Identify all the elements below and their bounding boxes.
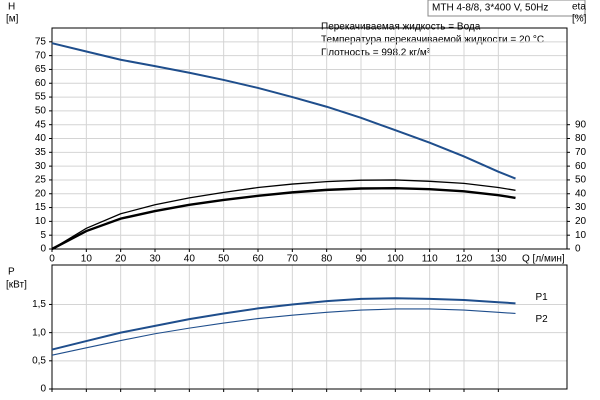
y2-tick-label: 40 — [575, 188, 587, 199]
y-axis-label: [кВт] — [6, 280, 27, 291]
y2-tick-label: 20 — [575, 216, 587, 227]
y-tick-label: 60 — [35, 78, 47, 89]
y-tick-label: 15 — [35, 202, 47, 213]
y-tick-label: 0,5 — [32, 355, 46, 366]
annotation: Перекачиваемая жидкость = Вода — [321, 22, 481, 33]
y-tick-label: 25 — [35, 175, 47, 186]
curve — [51, 187, 516, 251]
y-tick-label: 45 — [35, 119, 47, 130]
y2-tick-label: 70 — [575, 147, 587, 158]
y-tick-label: 0 — [40, 244, 46, 255]
y-tick-label: 35 — [35, 147, 47, 158]
x-tick-label: 40 — [184, 254, 196, 265]
curve — [51, 308, 516, 356]
x-axis-label: Q [л/мин] — [522, 254, 565, 265]
x-tick-label: 10 — [81, 254, 93, 265]
chart-title: MTH 4-8/8, 3*400 V, 50Hz — [432, 3, 548, 14]
curve — [51, 179, 516, 250]
series-label: P2 — [536, 314, 549, 325]
y-tick-label: 50 — [35, 106, 47, 117]
y2-tick-label: 90 — [575, 119, 587, 130]
x-tick-label: 60 — [252, 254, 264, 265]
y-tick-label: 0 — [40, 384, 46, 395]
y-tick-label: 1,5 — [32, 299, 46, 310]
title-box — [427, 0, 586, 17]
y-tick-label: 70 — [35, 50, 47, 61]
y2-tick-label: 80 — [575, 133, 587, 144]
y-tick-label: 10 — [35, 216, 47, 227]
y2-tick-label: 10 — [575, 230, 587, 241]
y2-tick-label: 60 — [575, 161, 587, 172]
annotation: Температура перекачиваемой жидкости = 20… — [321, 35, 544, 46]
y-tick-label: 55 — [35, 92, 47, 103]
annotation: Плотность = 998.2 кг/м³ — [321, 48, 431, 59]
x-tick-label: 120 — [456, 254, 473, 265]
y2-tick-label: 0 — [575, 244, 581, 255]
x-tick-label: 70 — [287, 254, 299, 265]
y2-tick-label: 50 — [575, 175, 587, 186]
curve — [51, 42, 516, 180]
x-tick-label: 50 — [218, 254, 230, 265]
x-tick-label: 100 — [387, 254, 404, 265]
y-axis-label: H — [8, 2, 15, 13]
plot-frame — [51, 27, 568, 250]
x-tick-label: 30 — [149, 254, 161, 265]
x-tick-label: 90 — [355, 254, 367, 265]
y-axis-label: P — [8, 267, 15, 278]
y-tick-label: 75 — [35, 36, 47, 47]
y2-axis-label: [%] — [572, 14, 587, 25]
x-tick-label: 110 — [422, 254, 438, 265]
y-axis-label: [м] — [6, 14, 19, 25]
y2-tick-label: 30 — [575, 202, 587, 213]
y-tick-label: 1,0 — [32, 327, 46, 338]
x-tick-label: 0 — [49, 254, 55, 265]
x-tick-label: 80 — [321, 254, 333, 265]
x-tick-label: 20 — [115, 254, 127, 265]
series-label: P1 — [536, 292, 549, 303]
plot-frame — [51, 264, 568, 390]
y-tick-label: 20 — [35, 188, 47, 199]
y-tick-label: 65 — [35, 64, 47, 75]
y-tick-label: 40 — [35, 133, 47, 144]
y-tick-label: 30 — [35, 161, 47, 172]
y2-axis-label: eta — [572, 2, 586, 13]
curve — [51, 297, 516, 351]
x-tick-label: 130 — [490, 254, 507, 265]
y-tick-label: 5 — [40, 230, 46, 241]
